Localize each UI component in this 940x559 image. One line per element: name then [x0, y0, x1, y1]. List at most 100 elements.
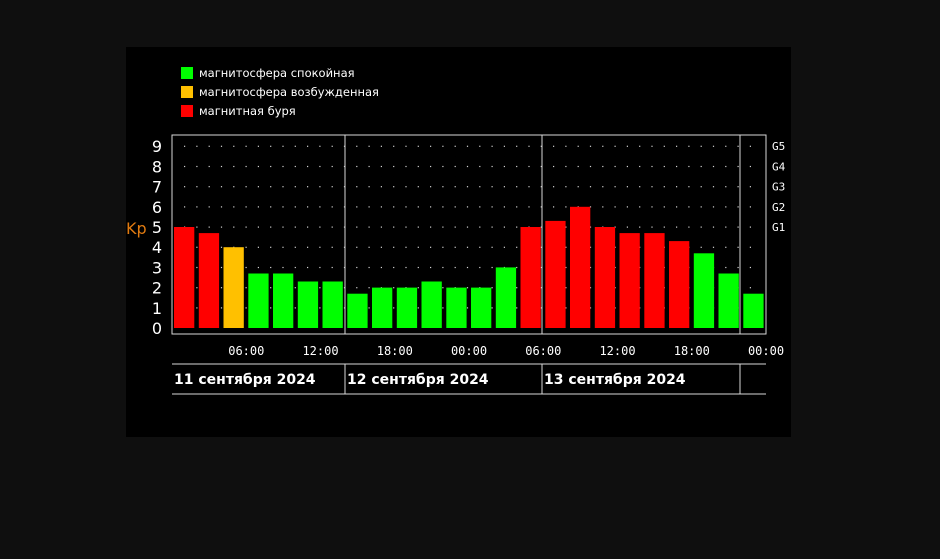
grid-dot [688, 226, 690, 228]
y-tick-label: 1 [152, 299, 162, 318]
grid-dot [639, 145, 641, 147]
kp-bar-4 [273, 273, 294, 328]
grid-dot [553, 165, 555, 168]
grid-dot [503, 206, 505, 208]
grid-dot [749, 206, 751, 208]
grid-dot [405, 186, 407, 188]
grid-dot [307, 266, 309, 269]
grid-dot [589, 307, 592, 309]
grid-dot [430, 266, 432, 269]
kp-bar-8 [372, 287, 393, 328]
grid-dot [343, 307, 346, 309]
grid-dot [737, 246, 739, 248]
grid-dot [270, 246, 272, 248]
grid-dot [737, 206, 739, 208]
grid-dot [343, 206, 346, 208]
y-tick-label: 7 [152, 178, 162, 197]
grid-dot [220, 145, 223, 147]
grid-dot [466, 287, 469, 289]
grid-dot [417, 307, 419, 309]
grid-dot [540, 307, 542, 309]
grid-dot [196, 186, 198, 188]
grid-dot [725, 246, 727, 248]
grid-dot [454, 165, 456, 168]
grid-dot [577, 145, 579, 147]
grid-dot [307, 145, 309, 147]
kp-bar-6 [322, 281, 343, 328]
kp-bar-9 [396, 287, 418, 328]
grid-dot [196, 165, 198, 168]
grid-dot [712, 226, 715, 228]
kp-chart-panel: магнитосфера спокойная магнитосфера возбу… [126, 47, 791, 437]
grid-dot [749, 145, 751, 147]
grid-dot [725, 206, 727, 208]
x-tick-label: 06:00 [525, 344, 561, 358]
grid-dot [565, 145, 567, 147]
grid-dot [639, 226, 641, 228]
grid-dot [208, 145, 210, 147]
grid-dot [405, 165, 407, 168]
grid-dot [184, 145, 186, 147]
grid-dot [540, 287, 542, 289]
grid-dot [442, 206, 444, 208]
grid-dot [380, 186, 382, 188]
grid-dot [233, 186, 235, 188]
x-tick-label: 18:00 [674, 344, 710, 358]
grid-dot [749, 246, 751, 248]
kp-bar-10 [421, 281, 442, 328]
grid-dot [343, 186, 346, 188]
grid-dot [491, 165, 493, 168]
grid-dot [479, 246, 481, 248]
grid-dot [220, 206, 223, 208]
grid-dot [405, 206, 407, 208]
grid-dot [220, 186, 223, 188]
grid-dot [466, 145, 469, 147]
grid-dot [368, 186, 370, 188]
grid-dot [737, 226, 739, 228]
grid-dot [294, 186, 296, 188]
grid-dot [700, 226, 702, 228]
grid-dot [540, 145, 542, 147]
grid-dot [380, 266, 382, 269]
grid-dot [319, 246, 321, 248]
grid-dot [220, 226, 223, 228]
grid-dot [430, 165, 432, 168]
grid-dot [700, 186, 702, 188]
grid-dot [466, 307, 469, 309]
grid-dot [282, 165, 284, 168]
grid-dot [208, 226, 210, 228]
grid-dot [454, 145, 456, 147]
legend-label-0: магнитосфера спокойная [199, 66, 355, 80]
grid-dot [245, 246, 247, 248]
grid-dot [294, 246, 296, 248]
grid-dot [196, 145, 198, 147]
grid-dot [356, 266, 358, 269]
grid-dot [196, 266, 198, 269]
grid-dot [528, 145, 530, 147]
grid-dot [479, 266, 481, 269]
grid-dot [700, 165, 702, 168]
grid-dot [688, 165, 690, 168]
grid-dot [307, 246, 309, 248]
grid-dot [270, 266, 272, 269]
grid-dot [651, 165, 653, 168]
grid-dot [331, 226, 333, 228]
grid-dot [307, 226, 309, 228]
legend-label-2: магнитная буря [199, 104, 296, 118]
grid-dot [380, 145, 382, 147]
grid-dot [331, 165, 333, 168]
grid-dot [257, 145, 259, 147]
grid-dot [356, 226, 358, 228]
grid-dot [380, 165, 382, 168]
grid-dot [430, 206, 432, 208]
grid-dot [245, 287, 247, 289]
grid-dot [503, 226, 505, 228]
grid-dot [663, 145, 665, 147]
grid-dot [491, 307, 493, 309]
grid-dot [663, 186, 665, 188]
y-axis-label: Kp [126, 219, 147, 238]
grid-dot [700, 206, 702, 208]
y-tick-label: 4 [152, 238, 162, 257]
grid-dot [712, 145, 715, 147]
